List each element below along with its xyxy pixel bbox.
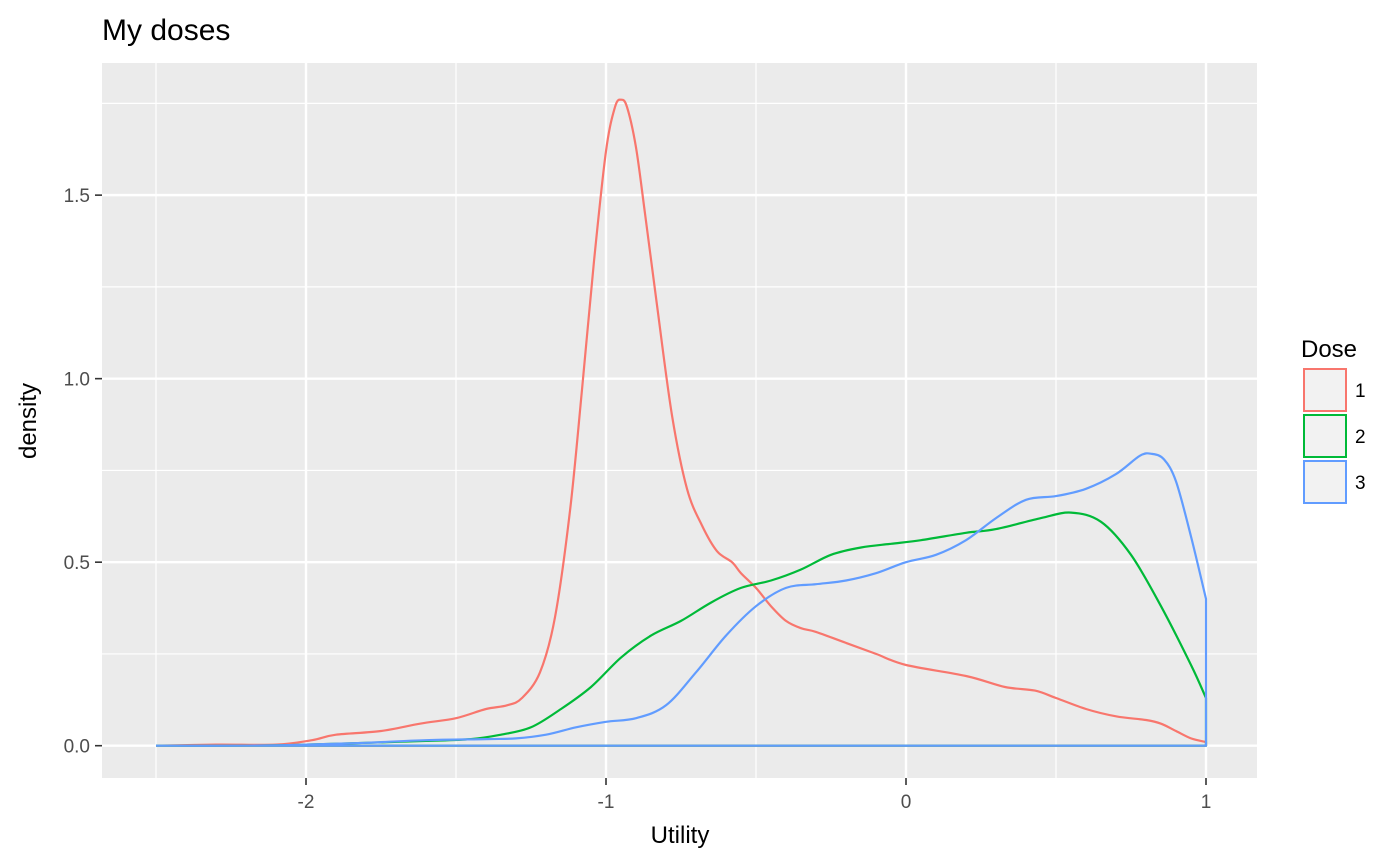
series-layer — [155, 98, 1208, 747]
series-line-1 — [155, 98, 1208, 747]
legend-label-3: 3 — [1355, 473, 1366, 494]
legend-title: Dose — [1301, 336, 1357, 363]
series-line-3 — [155, 452, 1208, 747]
x-tick-label: 0 — [901, 792, 912, 813]
y-tick-label: 0.5 — [64, 553, 90, 574]
x-tick-label: 1 — [1201, 792, 1212, 813]
axis-ticks — [95, 194, 1207, 785]
x-tick-label: -2 — [298, 792, 315, 813]
x-tick-label: -1 — [598, 792, 615, 813]
legend: Dose 1 2 3 — [1301, 336, 1366, 504]
legend-key-2 — [1303, 414, 1347, 458]
y-axis-title: density — [15, 383, 42, 459]
y-tick-label: 0.0 — [64, 737, 90, 758]
chart-title: My doses — [102, 14, 230, 47]
legend-key-3 — [1303, 460, 1347, 504]
legend-label-2: 2 — [1355, 427, 1366, 448]
plot-panel — [102, 63, 1257, 778]
tick-labels: -2 -1 0 1 0.0 0.5 1.0 1.5 — [64, 186, 1212, 813]
y-tick-label: 1.0 — [64, 370, 90, 391]
legend-key-1 — [1303, 368, 1347, 412]
minor-gridlines — [102, 63, 1257, 778]
y-tick-label: 1.5 — [64, 186, 90, 207]
legend-label-1: 1 — [1355, 381, 1366, 402]
legend-keys: 1 2 3 — [1303, 368, 1366, 504]
x-axis-title: Utility — [651, 822, 710, 849]
